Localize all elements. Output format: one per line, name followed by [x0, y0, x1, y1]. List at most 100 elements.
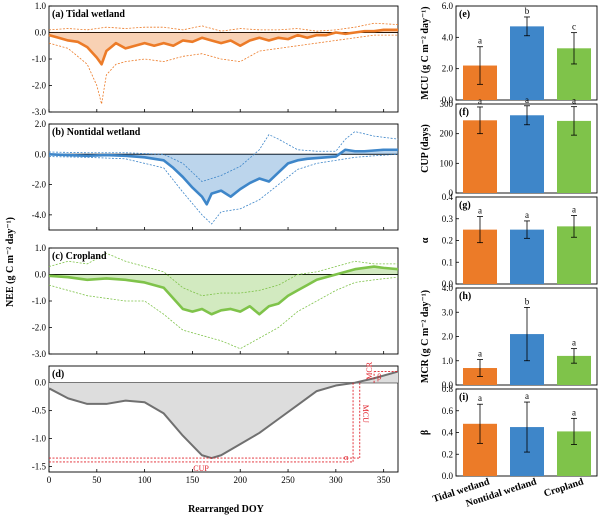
significance-letter: a — [572, 204, 576, 214]
left-y-axis-label: NEE (g C m⁻² day⁻¹) — [5, 217, 16, 307]
x-tick-label: 50 — [92, 475, 102, 485]
significance-letter: a — [525, 391, 529, 401]
panel-e: 0.0 2.0 4.0 6.0 (e) MCU (g C m⁻² day⁻¹) a b c — [420, 1, 598, 105]
y-tick-label: 0.0 — [35, 270, 47, 280]
panel-h: 0.0 1.0 2.0 3.0 4.0 (h) MCR (g C m⁻² day⁻¹) a b a — [420, 283, 598, 390]
x-tick-label: 300 — [329, 475, 343, 485]
y-tick-label: 0.8 — [442, 384, 454, 394]
y-tick-label: -1.0 — [32, 434, 47, 444]
mean-area — [49, 149, 398, 205]
significance-letter: a — [478, 36, 482, 46]
significance-letter: a — [572, 407, 576, 417]
y-tick-label: -0.5 — [32, 406, 47, 416]
annotation-cup: CUP — [193, 464, 209, 473]
y-tick-label: 3.0 — [442, 307, 454, 317]
series-mean-line — [48, 265, 399, 316]
panel-f: 0 100 200 300 (f) CUP (days) a a a — [420, 95, 598, 198]
y-tick-label: -1.0 — [32, 296, 47, 306]
panel-title-text: Cropland — [63, 251, 107, 262]
y-tick-label: -4.0 — [32, 210, 47, 220]
y-tick-label: 2.0 — [442, 64, 454, 74]
panel-letter: (i) — [459, 392, 468, 403]
significance-letter: a — [525, 95, 529, 105]
series-upper-line — [48, 252, 398, 297]
panel-title-text: Nontidal wetland — [64, 127, 141, 138]
bar — [510, 26, 544, 100]
y-tick-label: -3.0 — [32, 349, 47, 359]
y-tick-label: 100 — [440, 158, 454, 168]
y-tick-label: 1.0 — [442, 356, 454, 366]
panel-title: (a) Tidal wetland — [52, 9, 125, 20]
panel-d: 0.0 -0.5 -1.0 -1.5 (d) 0 50 100 150 200 250 300 350 M… — [32, 361, 399, 485]
left-x-axis-label: Rearranged DOY — [188, 504, 265, 515]
y-tick-label: -3.0 — [32, 107, 47, 117]
panel-letter: (h) — [459, 291, 471, 302]
x-tick-label: 0 — [47, 475, 52, 485]
y-tick-label: 0.2 — [442, 236, 453, 246]
significance-letter: b — [525, 6, 530, 16]
panel-letter: (f) — [459, 107, 469, 118]
x-category-label: Cropland — [543, 476, 586, 499]
y-axis-label: MCU (g C m⁻² day⁻¹) — [420, 6, 431, 99]
significance-letter: a — [525, 210, 529, 220]
significance-letter: a — [478, 393, 482, 403]
y-axis-label: α — [420, 237, 431, 243]
y-tick-label: 1.0 — [35, 1, 47, 11]
y-tick-label: 300 — [440, 99, 454, 109]
x-tick-label: 150 — [186, 475, 200, 485]
panel-a: 1.0 0.0 -1.0 -2.0 -3.0 (a) Tidal wetland — [32, 1, 399, 117]
significance-letter: a — [572, 96, 576, 106]
y-tick-label: 0.0 — [35, 28, 47, 38]
x-tick-label: 200 — [233, 475, 247, 485]
y-tick-label: 6.0 — [442, 1, 454, 11]
annotation-mcu: MCU — [361, 405, 370, 423]
panel-letter: (b) — [52, 127, 64, 138]
series-mean-line — [48, 28, 398, 66]
panel-title: (c) Cropland — [52, 251, 107, 262]
x-tick-label: 250 — [281, 475, 295, 485]
panel-g: 0.0 0.1 0.2 0.3 0.4 (g) α a a a — [420, 192, 598, 289]
y-tick-label: 0.0 — [442, 471, 454, 481]
y-tick-label: -1.5 — [32, 461, 47, 471]
significance-letter: a — [478, 349, 482, 359]
significance-letter: a — [572, 338, 576, 348]
annotation-alpha: α — [344, 453, 349, 462]
panel-title: (d) — [52, 369, 64, 380]
x-tick-label: 100 — [138, 475, 152, 485]
y-tick-label: 0.0 — [442, 380, 454, 390]
y-tick-label: -2.0 — [32, 323, 47, 333]
y-tick-label: 200 — [440, 129, 454, 139]
y-tick-label: -2.0 — [32, 180, 47, 190]
series-lower-line — [48, 153, 399, 225]
y-tick-label: -1.0 — [32, 54, 47, 64]
significance-letter: a — [478, 96, 482, 106]
panel-letter: (d) — [52, 369, 64, 380]
y-tick-label: 0.6 — [442, 406, 454, 416]
y-tick-label: -2.0 — [32, 81, 47, 91]
y-tick-label: 2.0 — [442, 332, 454, 342]
y-tick-label: 0.0 — [35, 378, 47, 388]
series-mean-line — [48, 148, 398, 206]
mean-area — [49, 371, 398, 459]
y-tick-label: 0.1 — [442, 257, 453, 267]
panel-frame — [48, 365, 399, 473]
panel-title-text: Tidal wetland — [64, 9, 126, 20]
y-tick-label: 0 — [449, 188, 454, 198]
significance-letter: c — [572, 22, 576, 32]
y-tick-label: 0.0 — [442, 95, 454, 105]
y-tick-label: 1.0 — [35, 243, 47, 253]
x-tick-label: 350 — [377, 475, 391, 485]
y-tick-label: 0.0 — [442, 279, 454, 289]
plot-area: 1.0 0.0 -1.0 -2.0 -3.0 (a) Tidal wetland 2.0 0.… — [32, 1, 598, 510]
y-tick-label: 0.3 — [442, 214, 454, 224]
y-tick-label: 0.2 — [442, 449, 453, 459]
y-tick-label: 2.0 — [35, 119, 47, 129]
y-axis-label: MCR (g C m⁻² day⁻¹) — [420, 290, 431, 383]
panel-letter: (e) — [459, 9, 470, 20]
series-lower-line — [48, 34, 398, 105]
bar — [510, 115, 544, 193]
mean-area — [49, 29, 398, 65]
y-axis-label: β — [420, 430, 431, 435]
